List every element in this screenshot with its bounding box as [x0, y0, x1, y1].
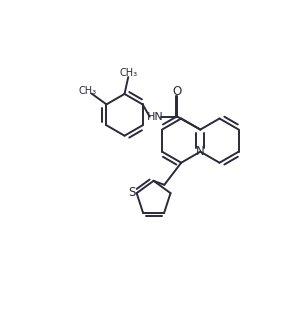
Text: CH₃: CH₃: [119, 68, 137, 78]
Text: CH₃: CH₃: [78, 86, 96, 96]
Text: N: N: [196, 145, 205, 158]
Text: S: S: [129, 186, 136, 199]
Text: O: O: [173, 85, 182, 98]
Text: HN: HN: [147, 112, 164, 122]
